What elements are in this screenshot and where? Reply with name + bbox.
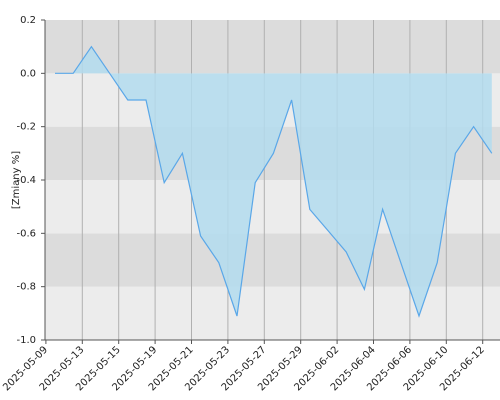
y-tick-label: -0.8 bbox=[16, 282, 36, 293]
y-tick-label: 0.2 bbox=[20, 15, 36, 26]
y-axis-label: [Zmiany %] bbox=[11, 151, 22, 209]
y-tick-label: -0.6 bbox=[16, 228, 36, 239]
y-tick-label: -0.4 bbox=[16, 175, 36, 186]
band bbox=[45, 20, 500, 74]
y-tick-label: -1.0 bbox=[16, 335, 36, 346]
area bbox=[55, 46, 492, 317]
band bbox=[45, 286, 500, 340]
line bbox=[55, 45, 493, 318]
y-tick-label: 0.0 bbox=[20, 68, 36, 79]
y-tick-label: -0.2 bbox=[16, 122, 36, 133]
